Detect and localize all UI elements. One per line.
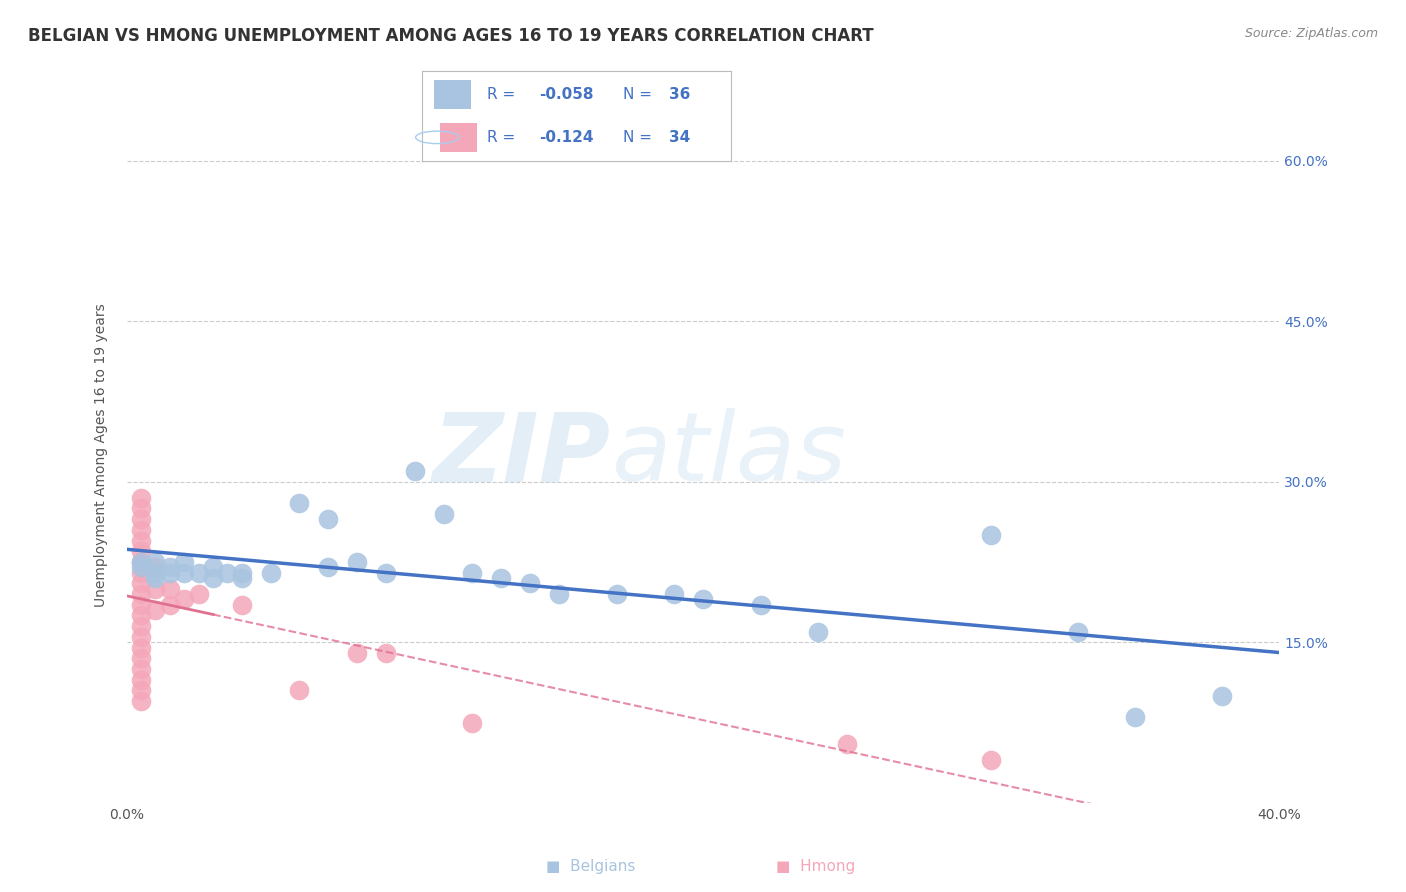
Point bbox=[1067, 624, 1090, 639]
Point bbox=[145, 582, 166, 596]
Point bbox=[129, 630, 152, 644]
Point bbox=[259, 566, 281, 580]
Point bbox=[173, 555, 195, 569]
Point bbox=[606, 587, 628, 601]
Point bbox=[749, 598, 772, 612]
Text: R =: R = bbox=[486, 130, 520, 145]
Point bbox=[807, 624, 830, 639]
Text: ■  Belgians: ■ Belgians bbox=[546, 859, 636, 874]
Point bbox=[346, 646, 368, 660]
Point bbox=[980, 528, 1002, 542]
Text: ZIP: ZIP bbox=[433, 409, 610, 501]
Point bbox=[1211, 689, 1233, 703]
Point bbox=[129, 640, 152, 655]
Point bbox=[1125, 710, 1147, 724]
Point bbox=[129, 566, 152, 580]
Text: ■  Hmong: ■ Hmong bbox=[776, 859, 855, 874]
Point bbox=[129, 555, 152, 569]
Point bbox=[202, 571, 225, 585]
Point bbox=[129, 523, 152, 537]
Point bbox=[129, 501, 152, 516]
Point bbox=[129, 694, 152, 708]
Text: Source: ZipAtlas.com: Source: ZipAtlas.com bbox=[1244, 27, 1378, 40]
Text: R =: R = bbox=[486, 87, 520, 102]
Point bbox=[129, 662, 152, 676]
Point bbox=[835, 737, 858, 751]
Point bbox=[129, 651, 152, 665]
Point bbox=[980, 753, 1002, 767]
Point bbox=[217, 566, 239, 580]
Text: -0.124: -0.124 bbox=[540, 130, 593, 145]
Point bbox=[145, 603, 166, 617]
Text: N =: N = bbox=[623, 87, 657, 102]
Text: N =: N = bbox=[623, 130, 657, 145]
Point bbox=[231, 598, 253, 612]
Point bbox=[374, 646, 398, 660]
Point bbox=[318, 512, 340, 526]
Point bbox=[404, 464, 426, 478]
Point bbox=[461, 715, 484, 730]
Point bbox=[288, 683, 311, 698]
Point bbox=[346, 555, 368, 569]
FancyBboxPatch shape bbox=[440, 123, 478, 152]
Point bbox=[433, 507, 456, 521]
Point bbox=[187, 566, 209, 580]
Text: 36: 36 bbox=[669, 87, 690, 102]
Point bbox=[548, 587, 571, 601]
Point bbox=[519, 576, 541, 591]
Point bbox=[664, 587, 686, 601]
Text: BELGIAN VS HMONG UNEMPLOYMENT AMONG AGES 16 TO 19 YEARS CORRELATION CHART: BELGIAN VS HMONG UNEMPLOYMENT AMONG AGES… bbox=[28, 27, 873, 45]
Point bbox=[692, 592, 714, 607]
Point bbox=[145, 571, 166, 585]
Point bbox=[202, 560, 225, 574]
Point bbox=[145, 555, 166, 569]
Text: 34: 34 bbox=[669, 130, 690, 145]
Point bbox=[129, 673, 152, 687]
Point bbox=[129, 544, 152, 558]
Point bbox=[145, 566, 166, 580]
Point bbox=[129, 576, 152, 591]
Point bbox=[129, 491, 152, 505]
Point bbox=[129, 587, 152, 601]
Point bbox=[159, 566, 181, 580]
Point bbox=[145, 560, 166, 574]
Point bbox=[374, 566, 398, 580]
Point bbox=[187, 587, 209, 601]
Point bbox=[129, 560, 152, 574]
Point bbox=[159, 582, 181, 596]
Point bbox=[159, 598, 181, 612]
Point bbox=[173, 566, 195, 580]
Point bbox=[129, 619, 152, 633]
Point bbox=[129, 533, 152, 548]
Point bbox=[129, 608, 152, 623]
Point bbox=[129, 598, 152, 612]
Text: -0.058: -0.058 bbox=[540, 87, 593, 102]
Point bbox=[231, 571, 253, 585]
Point bbox=[461, 566, 484, 580]
Point bbox=[129, 555, 152, 569]
Y-axis label: Unemployment Among Ages 16 to 19 years: Unemployment Among Ages 16 to 19 years bbox=[94, 303, 108, 607]
Point bbox=[173, 592, 195, 607]
Point bbox=[288, 496, 311, 510]
Point bbox=[129, 683, 152, 698]
Point bbox=[129, 512, 152, 526]
Point bbox=[231, 566, 253, 580]
Text: atlas: atlas bbox=[610, 409, 846, 501]
Point bbox=[491, 571, 513, 585]
Point bbox=[159, 560, 181, 574]
Point bbox=[318, 560, 340, 574]
FancyBboxPatch shape bbox=[434, 80, 471, 109]
